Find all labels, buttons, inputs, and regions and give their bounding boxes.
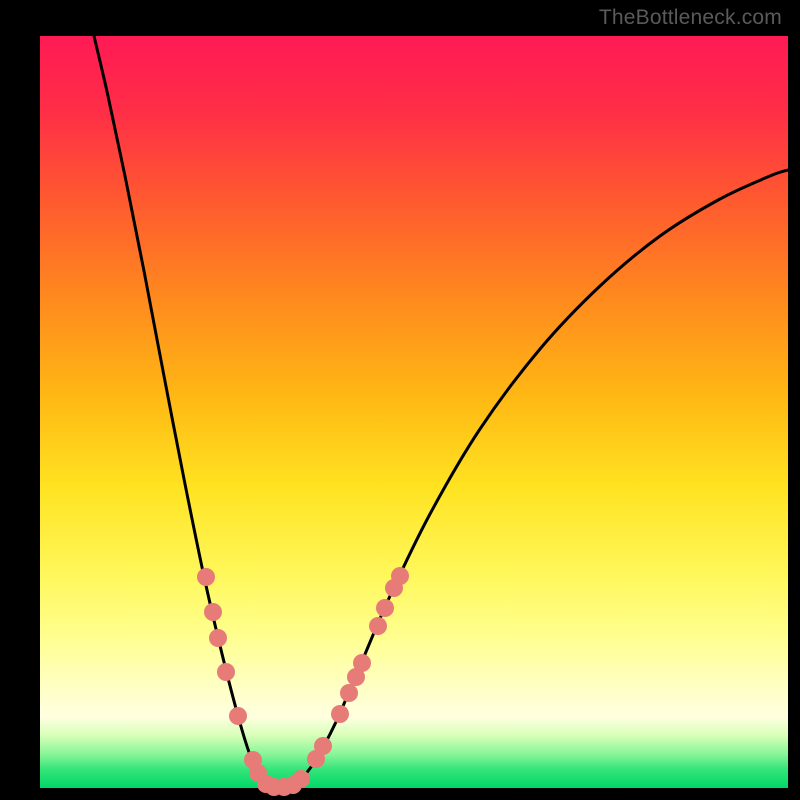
- marker-point: [204, 603, 222, 621]
- marker-point: [209, 629, 227, 647]
- marker-point: [331, 705, 349, 723]
- curve-path: [94, 36, 788, 787]
- marker-point: [340, 684, 358, 702]
- v-curve: [40, 36, 788, 788]
- marker-point: [391, 567, 409, 585]
- marker-point: [292, 770, 310, 788]
- marker-point: [376, 599, 394, 617]
- marker-point: [229, 707, 247, 725]
- marker-point: [353, 654, 371, 672]
- marker-point: [217, 663, 235, 681]
- plot-area: [40, 36, 788, 788]
- watermark-text: TheBottleneck.com: [599, 6, 782, 30]
- marker-point: [197, 568, 215, 586]
- marker-point: [314, 737, 332, 755]
- marker-point: [369, 617, 387, 635]
